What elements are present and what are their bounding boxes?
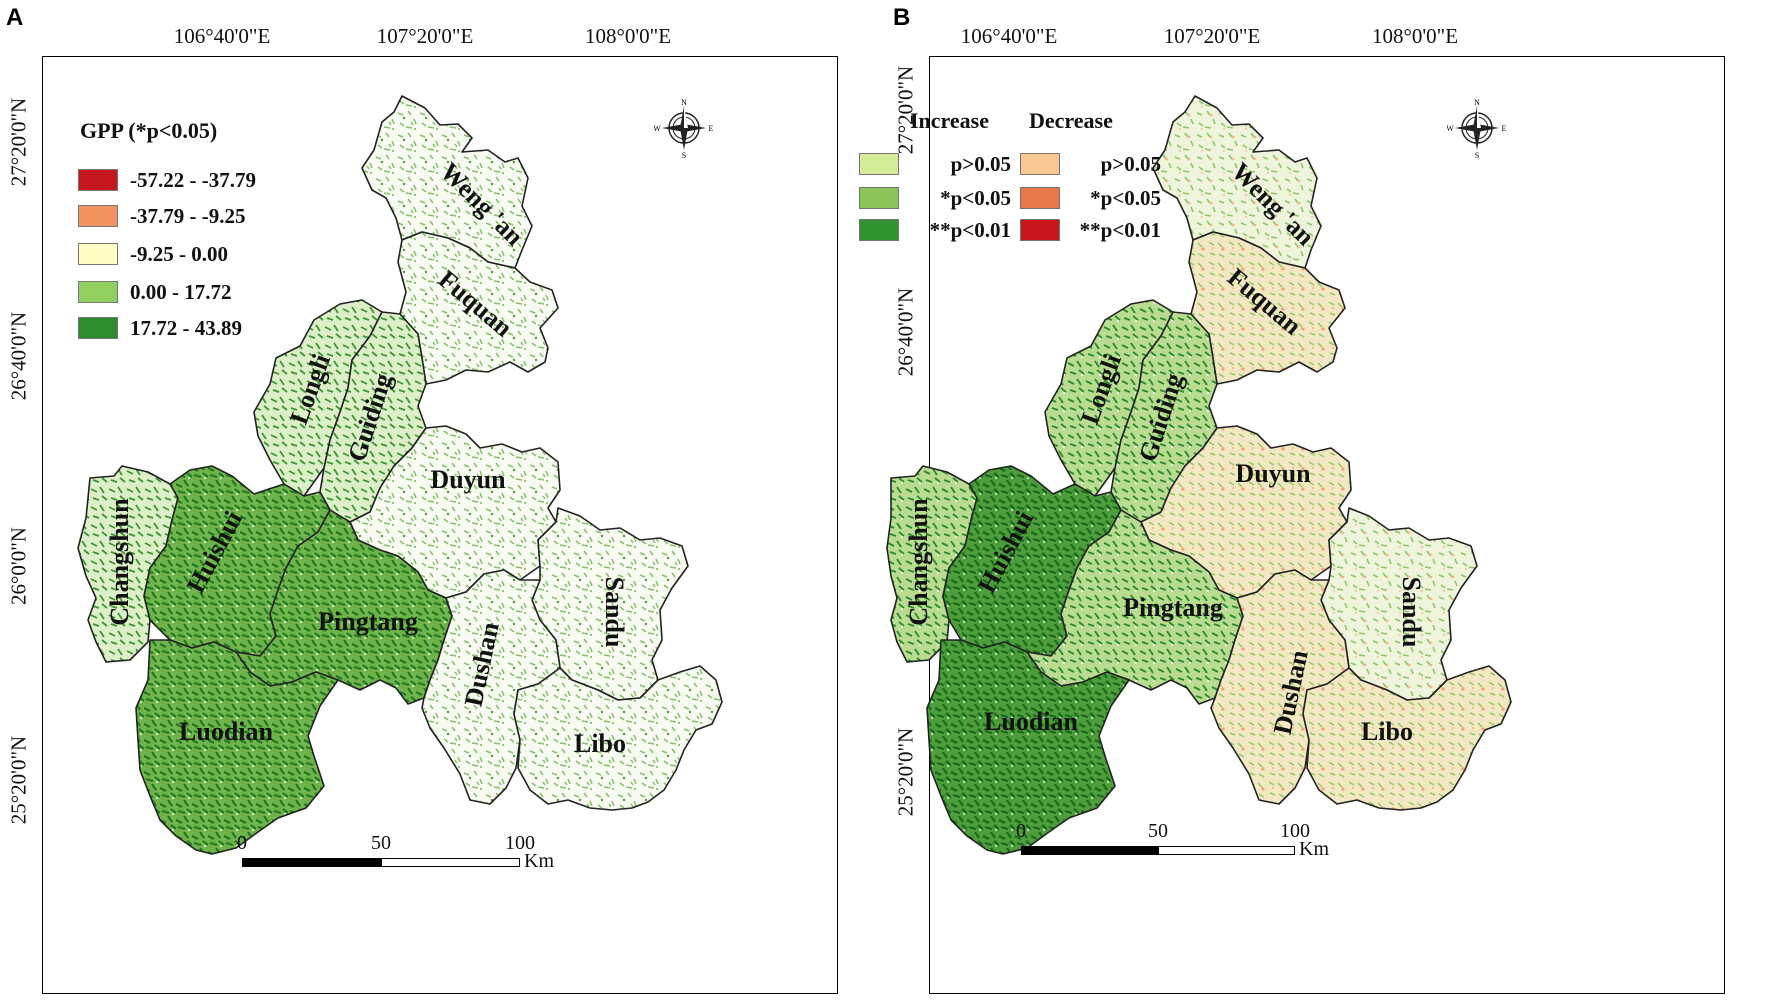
svg-text:N: N xyxy=(1474,98,1480,107)
county-label-libo: Libo xyxy=(574,729,626,758)
panel-letter: B xyxy=(893,4,911,31)
legend-label: -9.25 - 0.00 xyxy=(130,241,228,266)
county-label-luodian: Luodian xyxy=(179,717,273,746)
longitude-label: 106°40'0"E xyxy=(173,24,271,48)
legend-label: 17.72 - 43.89 xyxy=(130,315,242,340)
legend-item: -9.25 - 0.00 xyxy=(78,240,228,268)
scale-segment-filled xyxy=(1021,846,1158,855)
legend-label: 0.00 - 17.72 xyxy=(130,279,232,304)
legend-swatch xyxy=(1020,187,1060,209)
scale-bar: 0 50 100 Km xyxy=(237,832,572,872)
scale-segment-empty xyxy=(1158,846,1295,855)
legend-increase-title: Increase xyxy=(909,108,989,133)
svg-text:W: W xyxy=(1447,124,1454,133)
legend-item: 17.72 - 43.89 xyxy=(78,314,242,342)
legend-label: *p<0.05 xyxy=(940,186,1011,210)
county-label-luodian: Luodian xyxy=(984,707,1078,736)
county-label-libo: Libo xyxy=(1361,717,1413,746)
county-dushan xyxy=(421,569,561,805)
county-label-sandu: Sandu xyxy=(1397,577,1426,648)
map-panel-a: A 106°40'0"E 107°20'0"E 108°0'0"E 27°20'… xyxy=(0,0,886,1007)
legend-swatch xyxy=(859,153,899,175)
scale-segment-empty xyxy=(381,858,520,867)
legend-item-decrease xyxy=(1020,184,1060,212)
county-map: Weng 'an Fuquan Longli Guiding Duyun Cha… xyxy=(886,95,1512,855)
scale-tick: 0 xyxy=(1016,820,1026,842)
legend-label: -37.79 - -9.25 xyxy=(130,203,246,228)
county-map: Weng 'an Fuquan Longli Guiding Duyun Cha… xyxy=(77,95,723,855)
county-label-sandu: Sandu xyxy=(600,577,629,648)
legend-swatch xyxy=(78,205,118,227)
scale-tick: 0 xyxy=(237,832,247,854)
svg-text:S: S xyxy=(1475,151,1479,158)
legend-swatch xyxy=(78,243,118,265)
compass-rose-icon: N S E W xyxy=(1447,98,1507,158)
legend-decrease-title: Decrease xyxy=(1029,108,1113,133)
legend-swatch xyxy=(1020,219,1060,241)
longitude-label: 107°20'0"E xyxy=(1163,24,1261,48)
legend-item: 0.00 - 17.72 xyxy=(78,278,232,306)
legend-swatch xyxy=(78,169,118,191)
scale-unit: Km xyxy=(1299,838,1329,860)
legend-title: GPP (*p<0.05) xyxy=(80,118,218,143)
county-label-duyun: Duyun xyxy=(430,465,506,494)
scale-tick: 50 xyxy=(371,832,391,854)
legend-item: -37.79 - -9.25 xyxy=(78,202,245,230)
legend-label: -57.22 - -37.79 xyxy=(130,167,256,192)
legend-item-increase xyxy=(859,216,899,244)
scale-unit: Km xyxy=(524,850,554,872)
scale-segment-filled xyxy=(242,858,381,867)
county-label-duyun: Duyun xyxy=(1235,459,1311,488)
svg-text:N: N xyxy=(681,98,687,107)
scale-tick: 100 xyxy=(1280,820,1310,842)
county-libo xyxy=(1302,665,1512,811)
longitude-label: 108°0'0"E xyxy=(1371,24,1459,48)
svg-text:S: S xyxy=(682,151,686,158)
county-libo xyxy=(513,665,723,811)
legend-swatch xyxy=(1020,153,1060,175)
legend-label: **p<0.01 xyxy=(929,218,1011,242)
county-pingtang xyxy=(1026,509,1244,705)
county-pingtang xyxy=(235,509,453,705)
scale-tick: 100 xyxy=(505,832,535,854)
legend-swatch xyxy=(859,219,899,241)
svg-text:E: E xyxy=(1502,124,1507,133)
legend-swatch xyxy=(78,281,118,303)
county-dushan xyxy=(1210,569,1350,805)
county-luodian xyxy=(926,639,1130,855)
map-panel-b: B 106°40'0"E 107°20'0"E 108°0'0"E 27°20'… xyxy=(859,0,1773,1007)
panel-letter: A xyxy=(6,4,24,31)
longitude-label: 106°40'0"E xyxy=(960,24,1058,48)
county-label-pingtang: Pingtang xyxy=(1123,593,1223,622)
county-luodian xyxy=(135,639,339,855)
compass-rose-icon: N S E W xyxy=(654,98,714,158)
legend-item-increase xyxy=(859,184,899,212)
longitude-label: 107°20'0"E xyxy=(376,24,474,48)
county-label-changshun: Changshun xyxy=(904,498,933,626)
scale-bar: 0 50 100 Km xyxy=(1016,820,1351,860)
legend-label: **p<0.01 xyxy=(1079,218,1161,242)
legend-label: p>0.05 xyxy=(1100,152,1161,176)
legend-item: -57.22 - -37.79 xyxy=(78,166,256,194)
svg-text:E: E xyxy=(709,124,714,133)
legend-item-decrease xyxy=(1020,150,1060,178)
longitude-label: 108°0'0"E xyxy=(584,24,672,48)
legend-label: *p<0.05 xyxy=(1090,186,1161,210)
county-label-changshun: Changshun xyxy=(105,498,134,626)
svg-text:W: W xyxy=(654,124,661,133)
legend-label: p>0.05 xyxy=(950,152,1011,176)
county-label-pingtang: Pingtang xyxy=(318,607,418,636)
legend-item-increase xyxy=(859,150,899,178)
legend-swatch xyxy=(859,187,899,209)
scale-tick: 50 xyxy=(1148,820,1168,842)
legend-item-decrease xyxy=(1020,216,1060,244)
legend-swatch xyxy=(78,317,118,339)
